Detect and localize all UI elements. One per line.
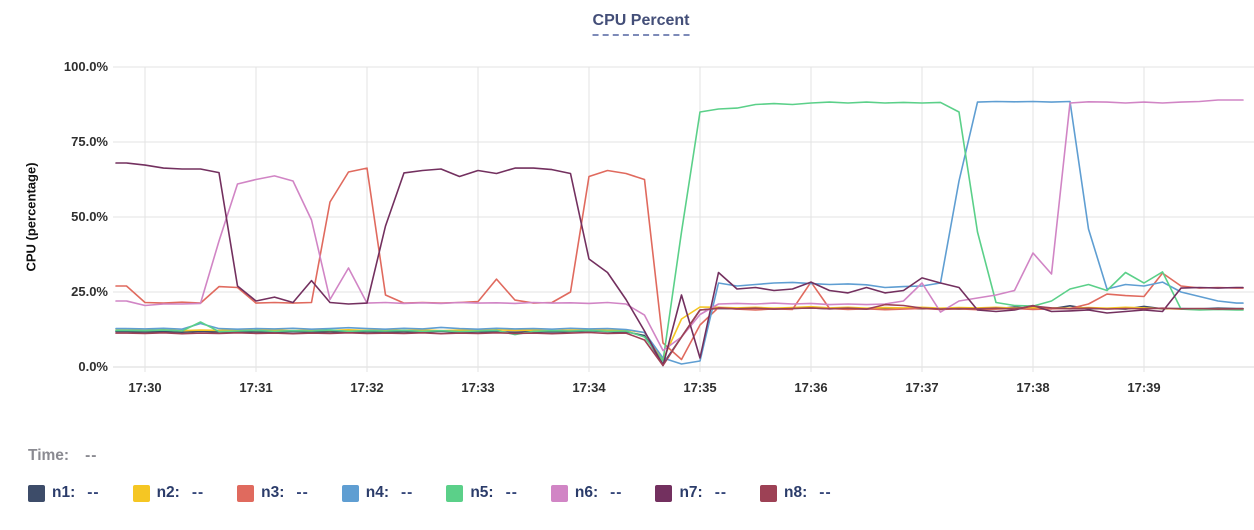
legend-label: n3: (261, 484, 285, 501)
legend-label: n8: (784, 484, 808, 501)
legend-swatch-n6 (550, 484, 568, 502)
legend-value: -- (191, 484, 205, 501)
legend-label: n7: (679, 484, 703, 501)
legend-swatch-n8 (760, 484, 778, 502)
legend-swatch-n5 (446, 484, 464, 502)
series-line-n6 (115, 99, 1244, 352)
legend-item-n1[interactable]: n1: -- (28, 484, 100, 502)
x-tick-label: 17:39 (1127, 380, 1161, 395)
x-tick-label: 17:38 (1016, 380, 1050, 395)
y-tick-label: 0.0% (78, 359, 108, 374)
legend-item-n4[interactable]: n4: -- (341, 484, 414, 502)
y-tick-label: 75.0% (71, 134, 108, 149)
legend-label: n6: (574, 484, 599, 501)
plot-canvas[interactable] (0, 0, 1254, 420)
x-tick-label: 17:33 (461, 380, 495, 395)
legend-item-n6[interactable]: n6: -- (550, 484, 623, 502)
legend-swatch-n4 (341, 484, 359, 502)
x-tick-label: 17:32 (350, 380, 384, 395)
legend-value: -- (505, 484, 518, 501)
time-label: Time: (28, 447, 70, 464)
panel-title[interactable]: CPU Percent (592, 12, 690, 36)
legend: n1: -- n2: -- n3: -- n4: -- n5: -- n6: -- n7: -- n8: -- (28, 484, 865, 502)
series-line-n4 (115, 100, 1244, 365)
legend-label: n1: (52, 484, 76, 501)
legend-swatch-n1 (28, 484, 45, 502)
x-tick-label: 17:34 (572, 380, 606, 395)
legend-value: -- (610, 484, 623, 501)
legend-item-n3[interactable]: n3: -- (237, 484, 309, 502)
legend-swatch-n3 (237, 484, 255, 502)
y-tick-label: 50.0% (71, 209, 108, 224)
legend-item-n7[interactable]: n7: -- (655, 484, 727, 502)
x-tick-label: 17:35 (683, 380, 717, 395)
series-line-n5 (115, 101, 1244, 362)
time-readout: Time: -- (28, 447, 97, 465)
y-tick-label: 100.0% (63, 59, 108, 74)
legend-value: -- (400, 484, 414, 501)
time-value: -- (85, 447, 98, 464)
x-tick-label: 17:31 (239, 380, 273, 395)
legend-item-n2[interactable]: n2: -- (132, 484, 205, 502)
legend-value: -- (296, 484, 309, 501)
legend-label: n5: (470, 484, 494, 501)
legend-item-n8[interactable]: n8: -- (760, 484, 832, 502)
legend-label: n2: (156, 484, 180, 501)
legend-item-n5[interactable]: n5: -- (446, 484, 518, 502)
x-tick-label: 17:30 (128, 380, 162, 395)
legend-value: -- (714, 484, 728, 501)
x-tick-label: 17:37 (905, 380, 939, 395)
legend-value: -- (819, 484, 832, 501)
series-line-n7 (115, 162, 1244, 367)
series-line-n1 (115, 305, 1244, 365)
chart-area[interactable]: CPU (percentage) 0.0% 25.0% 50.0% 75.0% 100.… (0, 0, 1254, 420)
legend-swatch-n7 (655, 484, 673, 502)
x-tick-label: 17:36 (794, 380, 828, 395)
legend-value: -- (87, 484, 100, 501)
legend-swatch-n2 (132, 484, 150, 502)
y-tick-label: 25.0% (71, 284, 108, 299)
series-line-n8 (115, 303, 1244, 367)
legend-label: n4: (365, 484, 389, 501)
